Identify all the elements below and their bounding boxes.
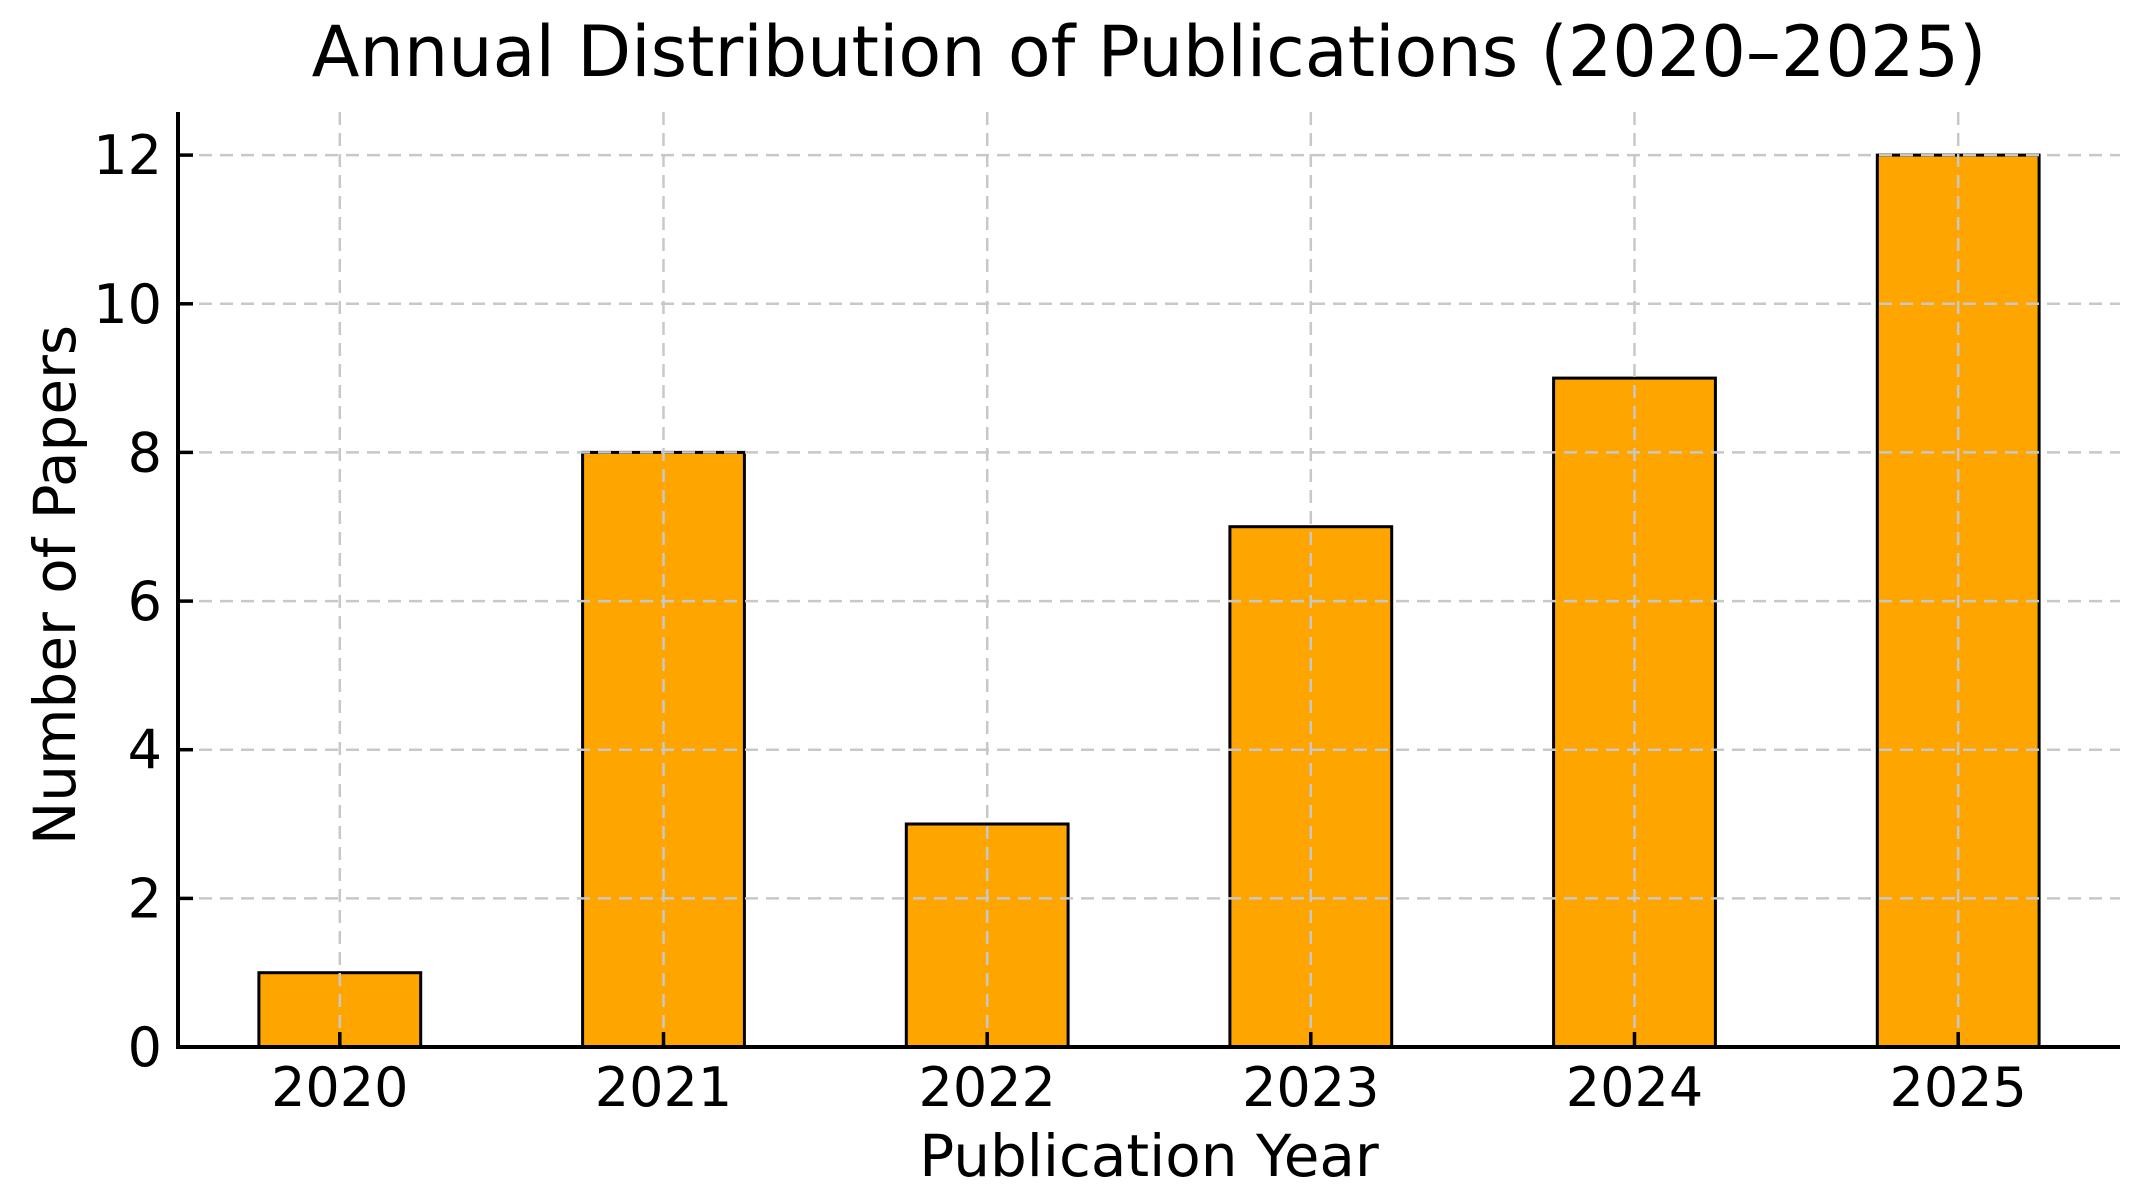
y-tick-label-4: 4	[128, 719, 162, 782]
chart-title: Annual Distribution of Publications (202…	[311, 11, 1987, 93]
x-tick-label-2021: 2021	[595, 1056, 732, 1119]
y-tick-label-2: 2	[128, 867, 162, 930]
x-tick-label-2024: 2024	[1566, 1056, 1703, 1119]
x-tick-label-2020: 2020	[271, 1056, 408, 1119]
x-axis-label: Publication Year	[919, 1122, 1379, 1190]
x-tick-label-2022: 2022	[918, 1056, 1055, 1119]
y-tick-label-10: 10	[93, 273, 162, 336]
y-tick-label-6: 6	[128, 570, 162, 633]
y-tick-label-0: 0	[128, 1016, 162, 1079]
y-axis-label: Number of Papers	[21, 324, 89, 846]
x-tick-label-2025: 2025	[1889, 1056, 2026, 1119]
x-tick-label-2023: 2023	[1242, 1056, 1379, 1119]
y-tick-label-8: 8	[128, 421, 162, 484]
y-tick-label-12: 12	[93, 124, 162, 187]
